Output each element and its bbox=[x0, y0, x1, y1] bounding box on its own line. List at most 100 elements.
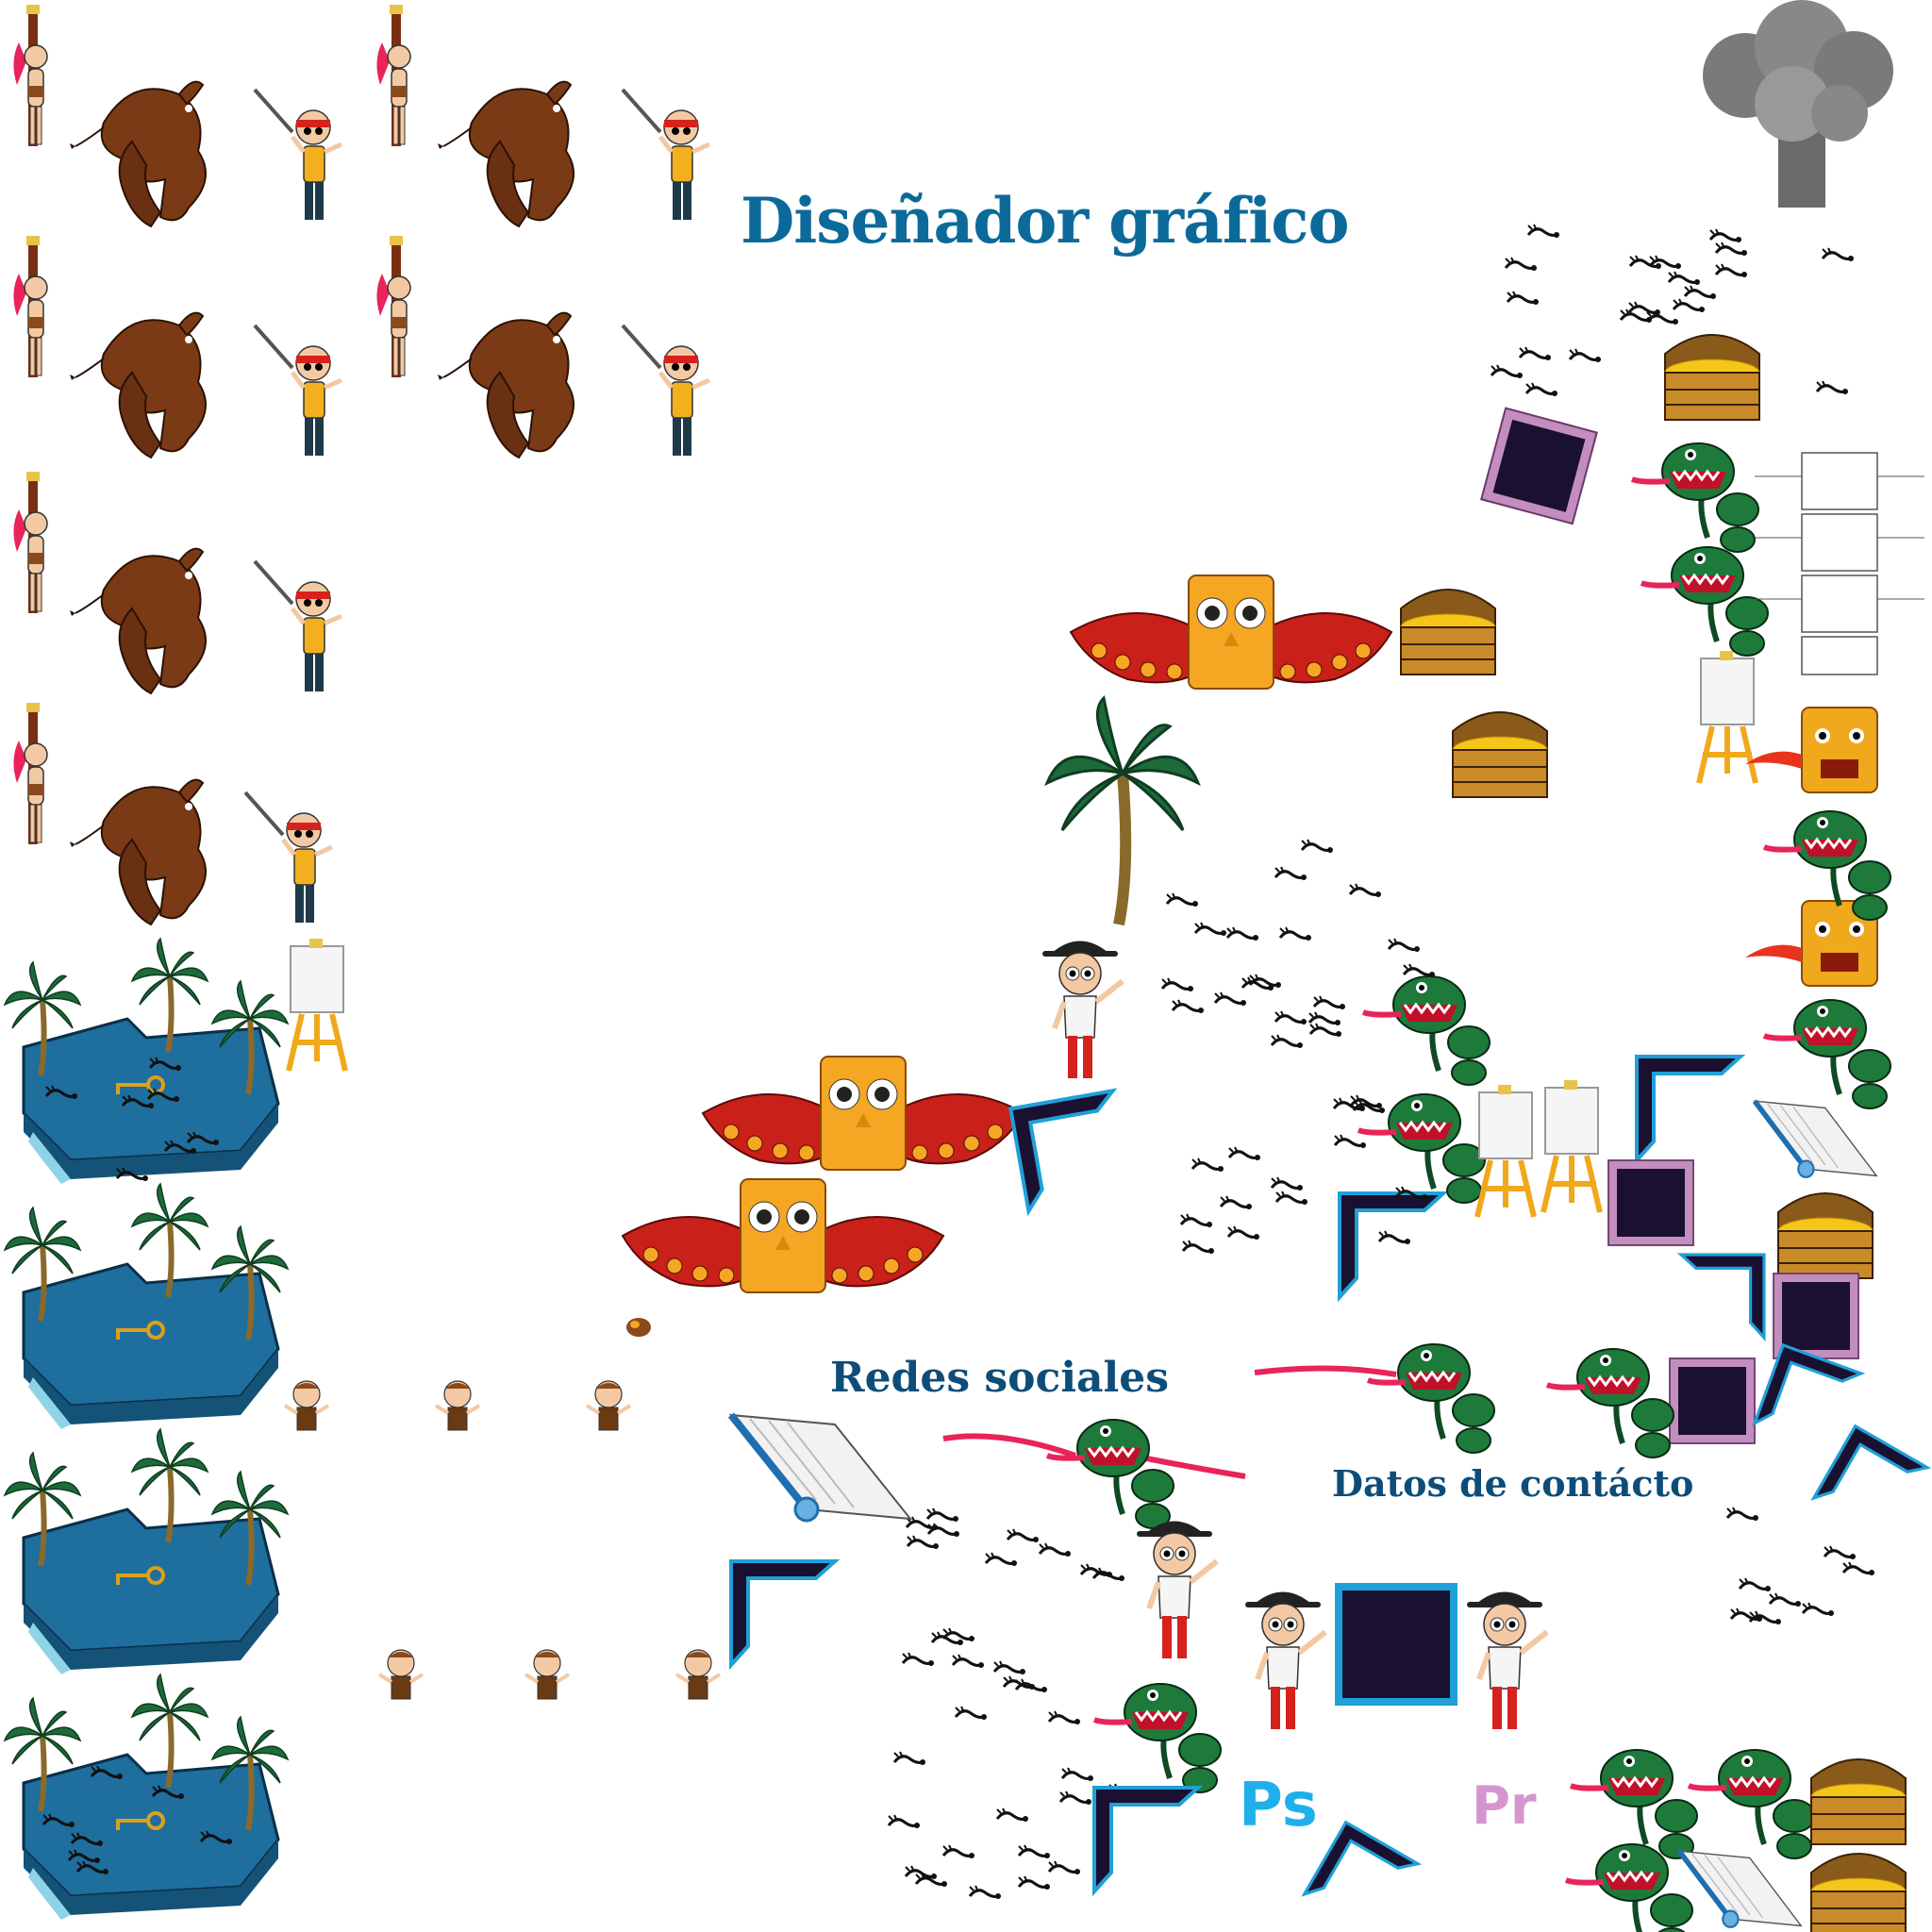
small-boy-icon bbox=[524, 1648, 571, 1701]
portal-frame-icon bbox=[1679, 1253, 1766, 1340]
scorpion-icon bbox=[186, 1130, 221, 1147]
scorpion-icon bbox=[901, 1651, 936, 1668]
easel-icon bbox=[1538, 1080, 1606, 1212]
scorpion-icon bbox=[995, 1807, 1030, 1824]
scorpion-icon bbox=[1181, 1239, 1216, 1256]
scorpion-icon bbox=[75, 1859, 110, 1876]
scorpion-icon bbox=[44, 1084, 79, 1101]
palm-tree-icon bbox=[132, 1184, 208, 1297]
scorpion-icon bbox=[1672, 297, 1707, 314]
owl-icon bbox=[622, 1178, 944, 1293]
scorpion-icon bbox=[941, 1843, 976, 1860]
scorpion-icon bbox=[1506, 290, 1541, 307]
easel-icon bbox=[1472, 1085, 1540, 1217]
scorpion-icon bbox=[1179, 1212, 1213, 1229]
scorpion-icon bbox=[1274, 865, 1308, 882]
scorpion-icon bbox=[951, 1653, 986, 1670]
scorpion-icon bbox=[1821, 246, 1856, 263]
scorpion-icon bbox=[892, 1750, 927, 1767]
treasure-chest-icon bbox=[1400, 589, 1496, 675]
scorpion-icon bbox=[887, 1813, 922, 1830]
portal-frame-icon bbox=[1092, 1786, 1200, 1893]
scorpion-icon bbox=[1823, 1544, 1857, 1561]
scorpion-icon bbox=[1725, 1506, 1760, 1523]
swordsman-icon bbox=[623, 90, 726, 231]
portal-frame-icon bbox=[1008, 1089, 1133, 1213]
scorpion-icon bbox=[90, 1764, 125, 1781]
portal-square-icon bbox=[1607, 1159, 1694, 1246]
book-icon bbox=[1679, 1844, 1802, 1929]
palm-tree-icon bbox=[212, 981, 288, 1094]
carnivorous-plant-icon bbox=[942, 1410, 1246, 1533]
cowboy-icon bbox=[1038, 934, 1132, 1085]
portal-frame-icon bbox=[1812, 1424, 1929, 1541]
scorpion-icon bbox=[1841, 1560, 1876, 1577]
page-title: Diseñador gráfico bbox=[741, 184, 1349, 258]
scorpion-icon bbox=[1387, 937, 1422, 954]
treasure-chest-icon bbox=[1777, 1192, 1874, 1279]
smoke-cloud-icon bbox=[1703, 0, 1893, 208]
section-contact: Datos de contácto bbox=[1332, 1462, 1694, 1505]
scorpion-icon bbox=[1058, 1790, 1093, 1807]
captive-girl-icon bbox=[12, 235, 48, 378]
scorpion-icon bbox=[70, 1831, 105, 1848]
small-boy-icon bbox=[585, 1379, 632, 1432]
palm-tree-icon bbox=[212, 1472, 288, 1585]
book-icon bbox=[731, 1406, 948, 1557]
scorpion-icon bbox=[1213, 991, 1248, 1008]
portal-square-icon bbox=[1335, 1583, 1457, 1706]
scorpion-icon bbox=[1714, 241, 1749, 258]
scorpion-icon bbox=[1300, 838, 1335, 855]
scorpion-icon bbox=[1768, 1591, 1803, 1608]
palm-tree-icon bbox=[212, 1226, 288, 1340]
scorpion-icon bbox=[930, 1630, 965, 1647]
swordsman-icon bbox=[255, 561, 358, 703]
portal-frame-icon bbox=[729, 1559, 837, 1667]
carnivorous-plant-icon bbox=[1254, 1335, 1500, 1457]
scorpion-icon bbox=[148, 1056, 183, 1073]
scorpion-icon bbox=[1047, 1859, 1082, 1876]
scorpion-icon bbox=[1333, 1133, 1368, 1150]
scorpion-icon bbox=[1278, 925, 1313, 942]
palm-tree-icon bbox=[132, 939, 208, 1052]
scorpion-icon bbox=[1619, 308, 1654, 325]
scorpion-icon bbox=[1165, 891, 1200, 908]
owl-icon bbox=[1070, 575, 1392, 690]
totem-outline-icon bbox=[1755, 452, 1924, 675]
small-boy-icon bbox=[434, 1379, 481, 1432]
scorpion-icon bbox=[1226, 1224, 1261, 1241]
scorpion-icon bbox=[992, 1659, 1027, 1676]
scorpion-icon bbox=[1526, 223, 1561, 240]
portal-frame-icon bbox=[1338, 1191, 1445, 1299]
scorpion-icon bbox=[1518, 345, 1553, 362]
carnivorous-plant-icon bbox=[1641, 538, 1774, 660]
carnivorous-plant-icon bbox=[1764, 802, 1896, 924]
palm-tree-icon bbox=[132, 1674, 208, 1788]
scorpion-icon bbox=[1628, 254, 1663, 271]
captive-girl-icon bbox=[375, 4, 411, 147]
scorpion-icon bbox=[1038, 1541, 1073, 1558]
scorpion-icon bbox=[1377, 1229, 1412, 1246]
captive-girl-icon bbox=[375, 235, 411, 378]
photoshop-logo: Ps bbox=[1239, 1771, 1318, 1840]
swordsman-icon bbox=[255, 90, 358, 231]
scorpion-icon bbox=[1394, 1185, 1429, 1202]
palm-tree-icon bbox=[212, 1717, 288, 1830]
small-boy-icon bbox=[675, 1648, 722, 1701]
scorpion-icon bbox=[42, 1812, 76, 1829]
scorpion-icon bbox=[1714, 262, 1749, 279]
scorpion-icon bbox=[984, 1551, 1019, 1568]
treasure-chest-icon bbox=[1452, 711, 1548, 798]
scorpion-icon bbox=[1241, 975, 1275, 992]
swordsman-icon bbox=[255, 325, 358, 467]
scorpion-icon bbox=[1060, 1766, 1095, 1783]
scorpion-icon bbox=[1219, 1194, 1254, 1211]
carnivorous-plant-icon bbox=[1566, 1835, 1698, 1929]
stone-icon bbox=[626, 1318, 651, 1337]
portal-frame-icon bbox=[1635, 1055, 1742, 1162]
scorpion-icon bbox=[1349, 1093, 1384, 1110]
scorpion-icon bbox=[1524, 381, 1559, 398]
portal-frame-icon bbox=[1303, 1821, 1420, 1932]
portal-square-icon bbox=[1480, 407, 1598, 525]
cowboy-icon bbox=[1462, 1585, 1557, 1736]
